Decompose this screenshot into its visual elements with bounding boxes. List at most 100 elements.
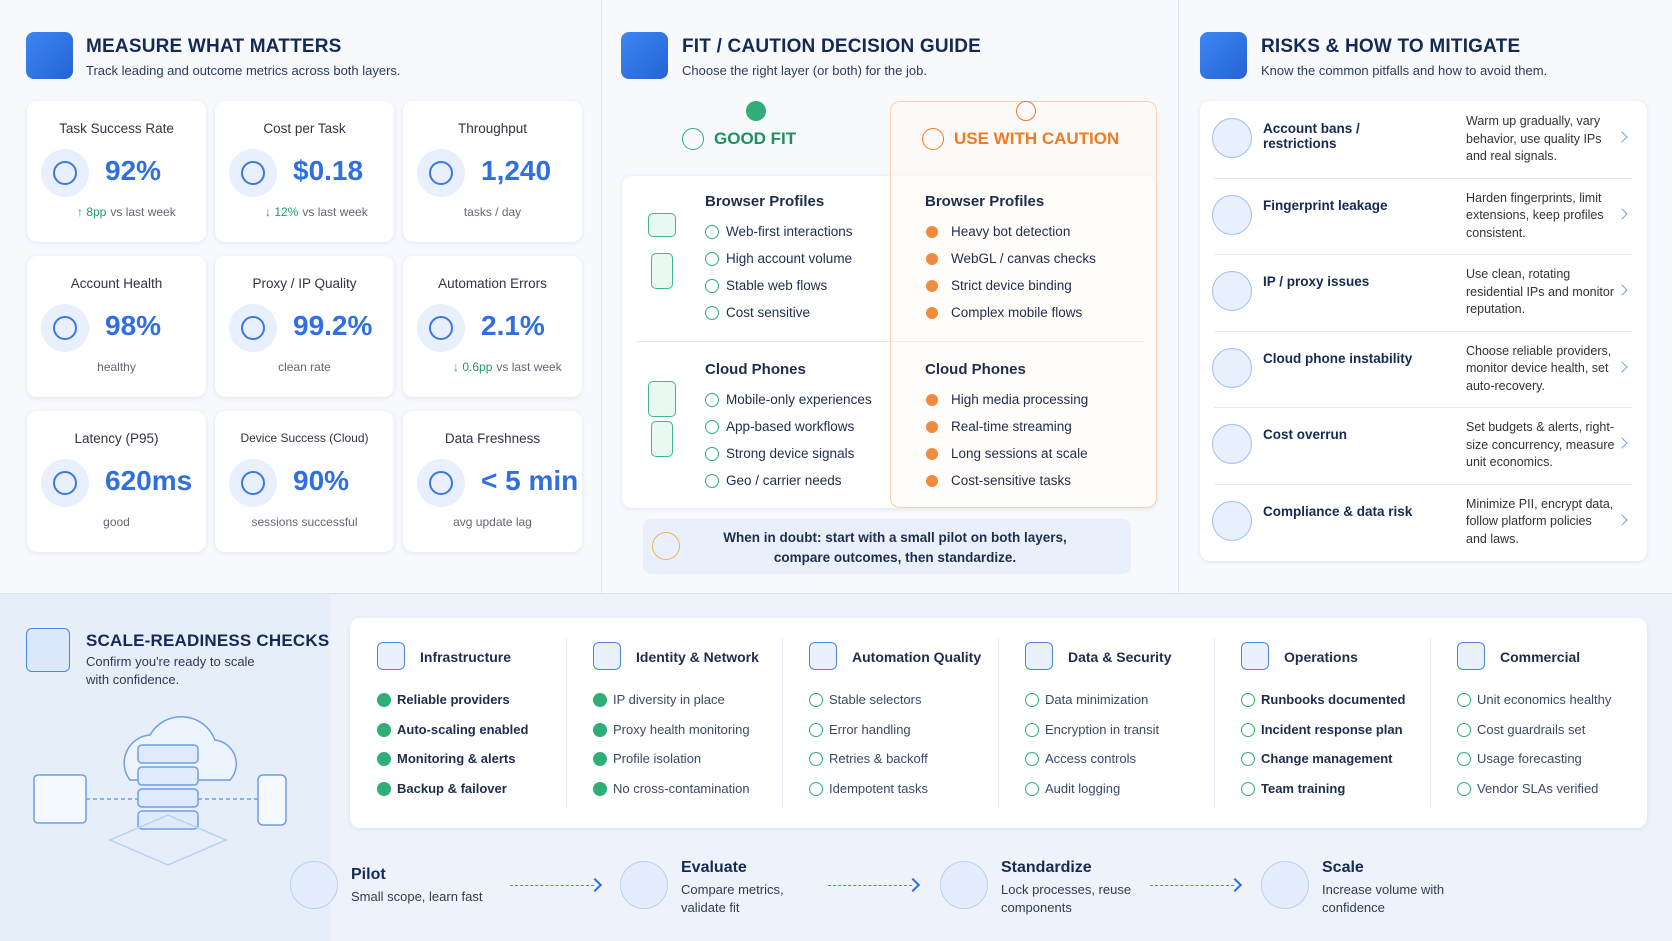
tip-text: When in doubt: start with a small pilot … xyxy=(723,530,1067,565)
check-icon xyxy=(1025,722,1039,737)
caution-item: Real-time streaming xyxy=(951,419,1072,434)
group-title: Operations xyxy=(1284,649,1358,665)
metric-value: 99.2% xyxy=(293,310,373,341)
check-item: Access controls xyxy=(1045,751,1137,766)
check-icon xyxy=(1241,781,1255,796)
good-badge xyxy=(746,101,766,121)
check-icon xyxy=(1025,693,1039,707)
check-icon xyxy=(377,693,391,707)
metric-value: 90% xyxy=(293,465,350,496)
good-icon xyxy=(682,128,704,150)
risk-icon xyxy=(1212,500,1252,541)
risk-icon xyxy=(1212,424,1252,464)
section-title: MEASURE WHAT MATTERS xyxy=(86,36,342,57)
risk-mitigation: Use clean, rotating residential IPs and … xyxy=(1466,267,1614,316)
check-icon xyxy=(705,447,719,461)
header-icon xyxy=(26,628,70,672)
metric-label: Automation Errors xyxy=(438,276,547,291)
risk-mitigation: Warm up gradually, vary behavior, use qu… xyxy=(1466,114,1602,163)
section-subtitle: Track leading and outcome metrics across… xyxy=(86,63,401,78)
metric-sub: ↓ 0.6pp vs last week xyxy=(453,360,582,374)
step-icon xyxy=(940,861,988,909)
metric-sub: ↑ 8pp vs last week xyxy=(77,205,206,219)
illustration xyxy=(33,715,287,866)
check-item: Backup & failover xyxy=(397,780,507,796)
divider xyxy=(566,638,567,808)
check-icon xyxy=(809,722,823,737)
group-icon xyxy=(1241,642,1269,670)
check-icon xyxy=(705,225,719,239)
risk-title: Compliance & data risk xyxy=(1263,503,1413,519)
metric-label: Device Success (Cloud) xyxy=(240,431,369,445)
layer-icon xyxy=(648,213,676,237)
section-title: SCALE-READINESS CHECKS xyxy=(86,631,330,650)
metric-card: Latency (P95) 620ms good xyxy=(27,411,206,552)
risk-title: Cost overrun xyxy=(1263,427,1348,442)
metric-icon xyxy=(41,149,89,197)
group-title: Automation Quality xyxy=(852,649,982,665)
caution-item: Strict device binding xyxy=(951,278,1072,293)
metric-note: avg update lag xyxy=(453,515,532,529)
good-item: High account volume xyxy=(726,251,853,266)
divider xyxy=(0,593,1672,594)
flow-arrow xyxy=(510,885,594,886)
caution-icon xyxy=(922,128,944,150)
check-item: Team training xyxy=(1261,780,1346,796)
step-title: Evaluate xyxy=(681,859,747,876)
check-item: Change management xyxy=(1261,751,1393,766)
group-title: Commercial xyxy=(1500,649,1581,665)
caution-dot xyxy=(926,448,938,460)
metric-value: 1,240 xyxy=(481,155,552,186)
metric-card: Proxy / IP Quality 99.2% clean rate xyxy=(215,256,394,397)
metric-change: ↑ 8pp xyxy=(77,205,107,219)
good-item: Strong device signals xyxy=(726,446,855,461)
check-icon xyxy=(809,693,823,707)
metric-icon xyxy=(417,149,465,197)
check-icon xyxy=(593,752,607,766)
check-icon xyxy=(705,393,719,407)
group-icon xyxy=(377,642,405,670)
metric-card: Device Success (Cloud) 90% sessions succes… xyxy=(215,411,394,552)
divider xyxy=(1214,254,1632,255)
metric-value: < 5 min xyxy=(481,465,579,496)
risk-mitigation: Minimize PII, encrypt data, follow platf… xyxy=(1466,496,1614,546)
group-icon xyxy=(809,642,837,670)
risk-title: Cloud phone instability xyxy=(1263,350,1413,366)
check-item: Error handling xyxy=(829,721,911,737)
step-description: Compare metrics, validate fit xyxy=(681,882,784,916)
check-icon xyxy=(705,474,719,488)
section-title: Browser Profiles xyxy=(925,193,1045,210)
check-item: Stable selectors xyxy=(829,692,922,707)
check-item: Cost guardrails set xyxy=(1477,721,1586,737)
check-item: Vendor SLAs verified xyxy=(1477,780,1599,796)
check-item: Unit economics healthy xyxy=(1477,692,1612,707)
section-subtitle: Confirm you're ready to scale with confi… xyxy=(86,654,255,687)
metric-card: Account Health 98% healthy xyxy=(27,256,206,397)
metric-icon xyxy=(41,304,89,352)
step-description: Increase volume with confidence xyxy=(1322,882,1445,916)
check-item: No cross-contamination xyxy=(613,780,750,796)
header-icon xyxy=(1200,32,1247,79)
risk-icon xyxy=(1212,271,1252,311)
caution-badge xyxy=(1016,101,1036,121)
check-item: IP diversity in place xyxy=(613,692,725,707)
group-icon xyxy=(1025,642,1053,670)
check-item: Idempotent tasks xyxy=(829,780,928,796)
caution-dot xyxy=(926,253,938,265)
caution-header: USE WITH CAUTION xyxy=(922,128,1119,150)
metric-note: tasks / day xyxy=(463,205,522,219)
metric-sub: sessions successful xyxy=(215,515,394,529)
caution-item: High media processing xyxy=(951,392,1089,407)
divider xyxy=(998,638,999,808)
check-icon xyxy=(1457,781,1471,796)
metric-icon xyxy=(229,149,277,197)
icon-glyph xyxy=(53,316,77,340)
check-item: Encryption in transit xyxy=(1045,721,1160,737)
check-icon xyxy=(593,693,607,707)
risk-icon xyxy=(1212,118,1252,158)
metric-label: Data Freshness xyxy=(444,431,541,446)
good-label: GOOD FIT xyxy=(714,129,797,148)
icon-glyph xyxy=(429,161,453,185)
group-title: Data & Security xyxy=(1068,649,1172,665)
check-icon xyxy=(1241,722,1255,737)
